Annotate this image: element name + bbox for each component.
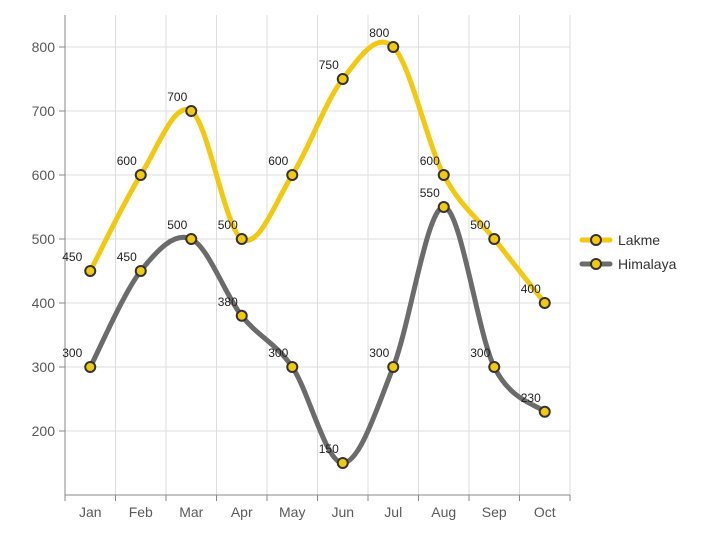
data-label: 600	[268, 154, 288, 168]
y-tick-label: 300	[32, 359, 56, 375]
data-label: 300	[369, 346, 389, 360]
line-chart: 200 300 400 500 600 700 800 Jan Feb Mar Apr May Jun J…	[0, 0, 703, 534]
series-marker-himalaya	[540, 407, 550, 417]
series-marker-himalaya	[388, 362, 398, 372]
y-tick-label: 800	[32, 39, 56, 55]
data-label: 500	[167, 218, 187, 232]
data-label: 550	[420, 186, 440, 200]
x-tick-label: Jun	[331, 504, 354, 520]
data-label: 800	[369, 26, 389, 40]
data-label: 400	[521, 282, 541, 296]
y-tick-label: 700	[32, 103, 56, 119]
series-marker-himalaya	[136, 266, 146, 276]
data-label: 300	[62, 346, 82, 360]
x-tick-label: Mar	[179, 504, 203, 520]
data-label: 450	[117, 250, 137, 264]
series-marker-lakme	[388, 42, 398, 52]
series-marker-himalaya	[237, 311, 247, 321]
series-marker-lakme	[540, 298, 550, 308]
x-tick-label: Oct	[534, 504, 556, 520]
data-label: 750	[319, 58, 339, 72]
y-tick-label: 500	[32, 231, 56, 247]
series-marker-himalaya	[439, 202, 449, 212]
legend-label: Himalaya	[618, 256, 677, 272]
data-label: 700	[167, 90, 187, 104]
data-label: 600	[420, 154, 440, 168]
x-tick-label: Aug	[431, 504, 456, 520]
x-tick-label: Jul	[384, 504, 402, 520]
y-tick-label: 200	[32, 423, 56, 439]
data-label: 380	[218, 295, 238, 309]
data-label: 300	[268, 346, 288, 360]
chart-svg: 200 300 400 500 600 700 800 Jan Feb Mar Apr May Jun J…	[0, 0, 703, 534]
data-label: 450	[62, 250, 82, 264]
x-tick-label: Apr	[231, 504, 253, 520]
legend-swatch-marker	[591, 235, 601, 245]
y-tick-label: 400	[32, 295, 56, 311]
data-label: 600	[117, 154, 137, 168]
data-label: 230	[521, 391, 541, 405]
series-marker-lakme	[237, 234, 247, 244]
series-marker-lakme	[136, 170, 146, 180]
series-marker-lakme	[186, 106, 196, 116]
x-tick-label: May	[279, 504, 305, 520]
series-marker-lakme	[489, 234, 499, 244]
x-tick-label: Jan	[79, 504, 102, 520]
data-label: 150	[319, 442, 339, 456]
series-marker-lakme	[287, 170, 297, 180]
legend-swatch-marker	[591, 259, 601, 269]
series-marker-himalaya	[287, 362, 297, 372]
data-label: 300	[470, 346, 490, 360]
data-label: 500	[218, 218, 238, 232]
x-tick-label: Sep	[482, 504, 507, 520]
series-marker-himalaya	[186, 234, 196, 244]
series-marker-himalaya	[489, 362, 499, 372]
x-tick-label: Feb	[129, 504, 153, 520]
series-marker-lakme	[439, 170, 449, 180]
series-marker-himalaya	[85, 362, 95, 372]
series-marker-lakme	[85, 266, 95, 276]
data-label: 500	[470, 218, 490, 232]
series-marker-lakme	[338, 74, 348, 84]
legend-label: Lakme	[618, 232, 660, 248]
series-marker-himalaya	[338, 458, 348, 468]
y-tick-label: 600	[32, 167, 56, 183]
